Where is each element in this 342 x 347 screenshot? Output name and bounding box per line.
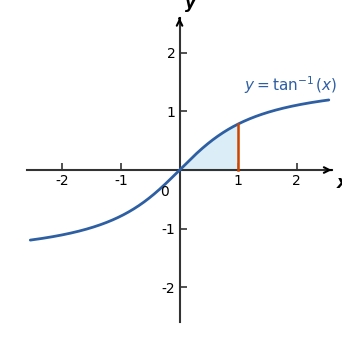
Text: y: y xyxy=(185,0,196,12)
Text: 0: 0 xyxy=(160,185,169,199)
Text: x: x xyxy=(337,174,342,192)
Text: $y = \tan^{-1}(x)$: $y = \tan^{-1}(x)$ xyxy=(244,74,338,96)
